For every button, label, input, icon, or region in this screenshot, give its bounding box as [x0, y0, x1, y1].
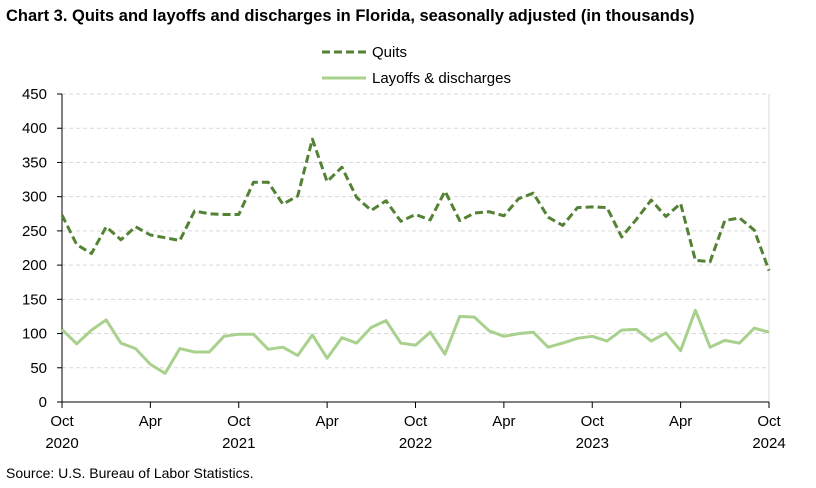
x-tick-label-month: Oct	[757, 413, 781, 430]
legend: Quits Layoffs & discharges	[322, 44, 511, 87]
x-tick-label-year: 2022	[399, 435, 432, 452]
x-tick-label-month: Oct	[404, 413, 428, 430]
x-tick-label-month: Apr	[492, 413, 515, 430]
series-line-layoffs-discharges	[60, 308, 770, 375]
legend-label: Layoffs & discharges	[372, 70, 511, 87]
y-tick-label: 350	[22, 154, 47, 171]
axes	[61, 94, 770, 403]
y-tick-label: 0	[39, 394, 47, 411]
y-tick-label: 200	[22, 257, 47, 274]
source-note: Source: U.S. Bureau of Labor Statistics.	[6, 465, 254, 481]
y-tick-label: 100	[22, 326, 47, 343]
x-tick-label-year: 2021	[222, 435, 255, 452]
y-axis-ticks: 0 50 100 150 200 250 300 350 400 450	[22, 86, 62, 411]
x-tick-label-year: 2023	[576, 435, 609, 452]
x-tick-label-year: 2020	[45, 435, 78, 452]
chart-title: Chart 3. Quits and layoffs and discharge…	[6, 7, 695, 25]
y-tick-label: 250	[22, 223, 47, 240]
x-tick-label-month: Oct	[50, 413, 74, 430]
legend-label: Quits	[372, 44, 407, 61]
y-tick-label: 300	[22, 189, 47, 206]
x-axis-ticks: Oct 2020 Apr Oct 2021 Apr Oct 2022 Apr Oct 2023 Apr…	[45, 402, 786, 452]
x-tick-label-year: 2024	[752, 435, 785, 452]
x-tick-label-month: Apr	[139, 413, 162, 430]
gridlines	[62, 93, 769, 369]
y-tick-label: 50	[30, 360, 47, 377]
series-line-quits	[60, 137, 771, 272]
y-tick-label: 450	[22, 86, 47, 103]
x-tick-label-month: Apr	[669, 413, 692, 430]
y-tick-label: 400	[22, 120, 47, 137]
y-tick-label: 150	[22, 291, 47, 308]
x-tick-label-month: Oct	[227, 413, 251, 430]
series-lines	[60, 137, 771, 375]
x-tick-label-month: Apr	[315, 413, 338, 430]
x-tick-label-month: Oct	[581, 413, 605, 430]
